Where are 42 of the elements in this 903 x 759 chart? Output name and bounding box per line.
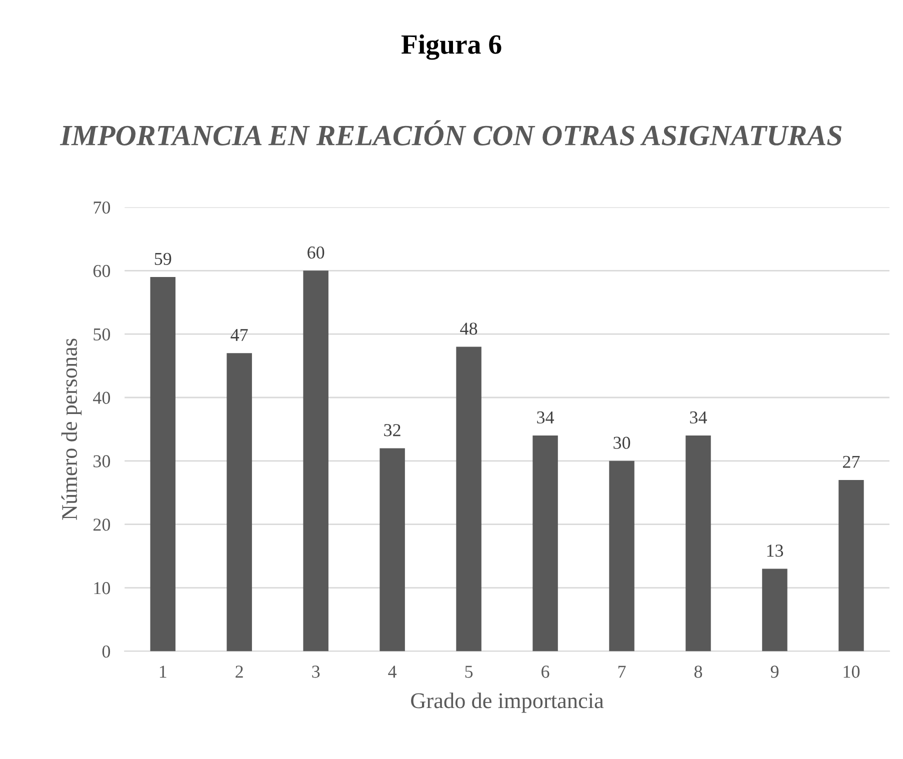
data-label: 47 [230, 329, 248, 341]
bar [838, 480, 864, 652]
x-tick-label: 4 [388, 666, 397, 678]
x-tick-label: 3 [312, 666, 320, 678]
bar [303, 270, 328, 652]
x-tick-label: 1 [160, 666, 166, 678]
y-tick-label: 70 [94, 201, 110, 214]
data-label: 30 [614, 436, 630, 449]
bar [762, 568, 788, 652]
y-tick-label: 0 [102, 645, 110, 658]
y-tick-label: 20 [93, 518, 110, 531]
x-tick-label: 9 [770, 666, 779, 678]
data-label: 48 [460, 322, 478, 335]
bar [226, 353, 252, 652]
data-label: 34 [537, 411, 554, 424]
x-axis-title: Grado de importancia [411, 692, 604, 713]
y-tick-label: 60 [93, 264, 110, 278]
x-tick-label: 7 [618, 666, 626, 678]
data-label: 27 [842, 456, 860, 468]
x-tick-label: 8 [694, 666, 702, 678]
chart-subtitle: IMPORTANCIA EN RELACIÓN CON OTRAS ASIGNATURAS [60, 120, 842, 146]
data-label: 59 [154, 252, 172, 265]
data-label: 34 [690, 411, 707, 424]
y-tick-label: 50 [94, 328, 110, 341]
x-tick-label: 5 [465, 666, 473, 678]
y-axis-title: Número de personas [61, 338, 82, 520]
bar [686, 436, 711, 652]
x-tick-label: 6 [542, 666, 550, 678]
chart-title: Figura 6 [401, 34, 502, 60]
bar [456, 346, 482, 652]
y-tick-label: 40 [93, 392, 110, 404]
data-label: 32 [384, 424, 400, 436]
bar [380, 448, 405, 652]
y-tick-label: 30 [94, 455, 110, 468]
x-tick-label: 10 [844, 666, 860, 678]
bar [150, 276, 176, 652]
bar [532, 436, 558, 652]
y-tick-label: 10 [94, 582, 110, 594]
x-tick-label: 2 [236, 666, 243, 678]
bar [609, 460, 634, 652]
data-label: 13 [767, 544, 784, 557]
data-label: 60 [308, 246, 324, 259]
